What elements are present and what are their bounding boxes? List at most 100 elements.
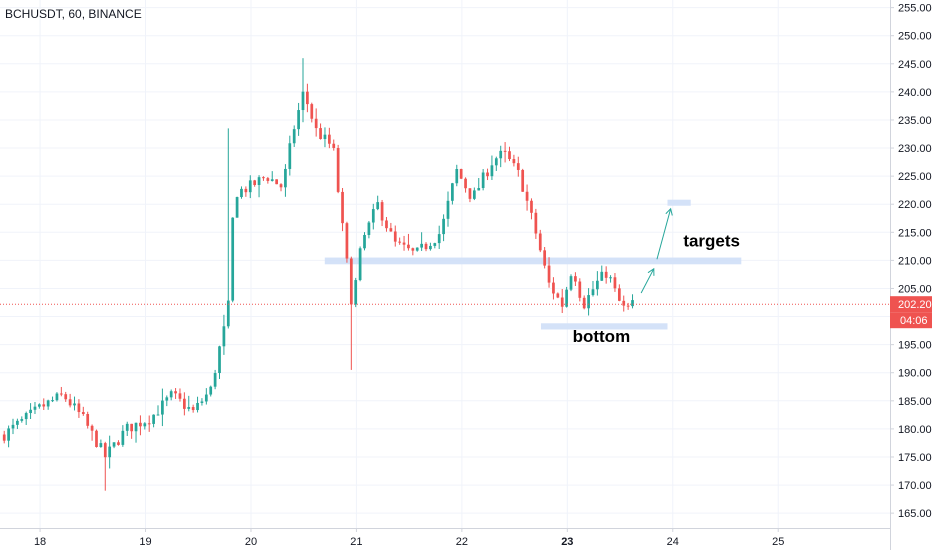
candle-up — [270, 179, 274, 181]
candle-down — [574, 276, 577, 282]
candle-up — [24, 413, 28, 420]
price-tick-label: 170.00 — [898, 480, 932, 492]
time-tick-label: 22 — [456, 536, 468, 548]
candle-up — [363, 234, 366, 249]
candle-down — [582, 297, 586, 309]
candle-down — [547, 265, 551, 283]
candle-up — [257, 177, 261, 186]
candle-up — [490, 165, 494, 177]
bottom-label: bottom — [573, 327, 631, 346]
candle-down — [617, 288, 621, 301]
candle-up — [323, 134, 327, 140]
price-axis[interactable]: 165.00 170.00 175.00 180.00 185.00 190.00 195.… — [890, 3, 932, 521]
candle-down — [86, 414, 90, 426]
candle-down — [90, 425, 94, 431]
candle-down — [556, 293, 560, 298]
candle-up — [437, 234, 441, 244]
candle-up — [587, 295, 590, 309]
countdown-tag-box — [890, 312, 932, 329]
price-tick-label: 230.00 — [898, 143, 932, 155]
candle-up — [472, 190, 476, 199]
price-tick-label: 180.00 — [898, 424, 932, 436]
support-zone-lower — [540, 323, 668, 330]
candle-down — [530, 200, 533, 213]
candle-up — [38, 404, 41, 407]
candle-down — [147, 423, 151, 425]
candle-down — [64, 394, 68, 400]
candle-down — [310, 104, 314, 119]
candle-up — [367, 222, 371, 235]
candle-up — [292, 129, 296, 144]
candle-up — [218, 346, 221, 374]
candle-down — [486, 172, 489, 177]
candle-up — [455, 169, 459, 184]
candle-down — [336, 147, 340, 192]
candle-down — [130, 423, 133, 432]
price-axis-background — [890, 0, 932, 550]
candle-up — [591, 289, 595, 296]
candle-up — [169, 391, 173, 398]
candle-down — [327, 134, 331, 144]
arrow-line — [640, 268, 655, 294]
time-tick-label: 18 — [34, 536, 46, 548]
candle-up — [46, 400, 50, 407]
candle-up — [240, 188, 243, 198]
candle-up — [596, 280, 599, 290]
candle-down — [402, 242, 406, 245]
symbol-title[interactable]: BCHUSDT, 60, BINANCE — [5, 7, 142, 21]
candle-down — [349, 258, 353, 305]
candle-down — [468, 188, 472, 199]
candle-down — [424, 243, 428, 250]
candle-up — [112, 442, 116, 447]
candle-down — [464, 178, 467, 189]
candle-up — [187, 407, 191, 409]
support-zone-upper — [324, 257, 742, 265]
candle-up — [415, 247, 419, 251]
candle-down — [459, 169, 463, 179]
candle-up — [16, 420, 19, 425]
time-tick-label: 19 — [139, 536, 151, 548]
candle-down — [42, 404, 46, 407]
candle-up — [55, 393, 59, 401]
candle-down — [244, 188, 248, 193]
candle-down — [279, 184, 283, 188]
candle-up — [20, 419, 24, 421]
candle-down — [534, 212, 538, 234]
price-tick-label: 220.00 — [898, 199, 932, 211]
candle-down — [191, 407, 195, 411]
price-tick-label: 255.00 — [898, 3, 932, 15]
price-tick-label: 245.00 — [898, 59, 932, 71]
candle-down — [393, 231, 397, 242]
last-price-tag: 202.20 04:06 — [890, 296, 932, 329]
chart-drawings — [324, 199, 742, 330]
candle-down — [407, 244, 410, 249]
candle-down — [508, 151, 511, 160]
time-tick-label: 21 — [350, 536, 362, 548]
time-tick-label: 23 — [561, 536, 573, 548]
candle-up — [442, 218, 445, 235]
candle-down — [552, 282, 555, 294]
annotation-labels: targets bottom — [573, 231, 740, 345]
candle-down — [332, 143, 336, 148]
candle-up — [565, 289, 568, 307]
arrow-head — [665, 207, 673, 216]
candle-down — [380, 202, 384, 221]
candle-down — [68, 399, 72, 406]
candle-up — [196, 402, 199, 411]
candle-up — [165, 397, 169, 401]
targets-label: targets — [683, 231, 740, 250]
price-tick-label: 195.00 — [898, 340, 932, 352]
candle-down — [385, 220, 388, 229]
time-axis[interactable]: 18 19 20 21 22 23 24 25 — [34, 528, 784, 548]
price-tick-label: 240.00 — [898, 87, 932, 99]
candle-up — [609, 277, 612, 279]
candle-up — [631, 300, 634, 307]
candle-down — [525, 191, 529, 201]
candle-up — [204, 394, 208, 402]
candle-down — [319, 128, 322, 140]
candle-up — [51, 400, 54, 402]
time-tick-label: 24 — [667, 536, 679, 548]
candle-down — [622, 300, 626, 306]
price-tick-label: 190.00 — [898, 368, 932, 380]
